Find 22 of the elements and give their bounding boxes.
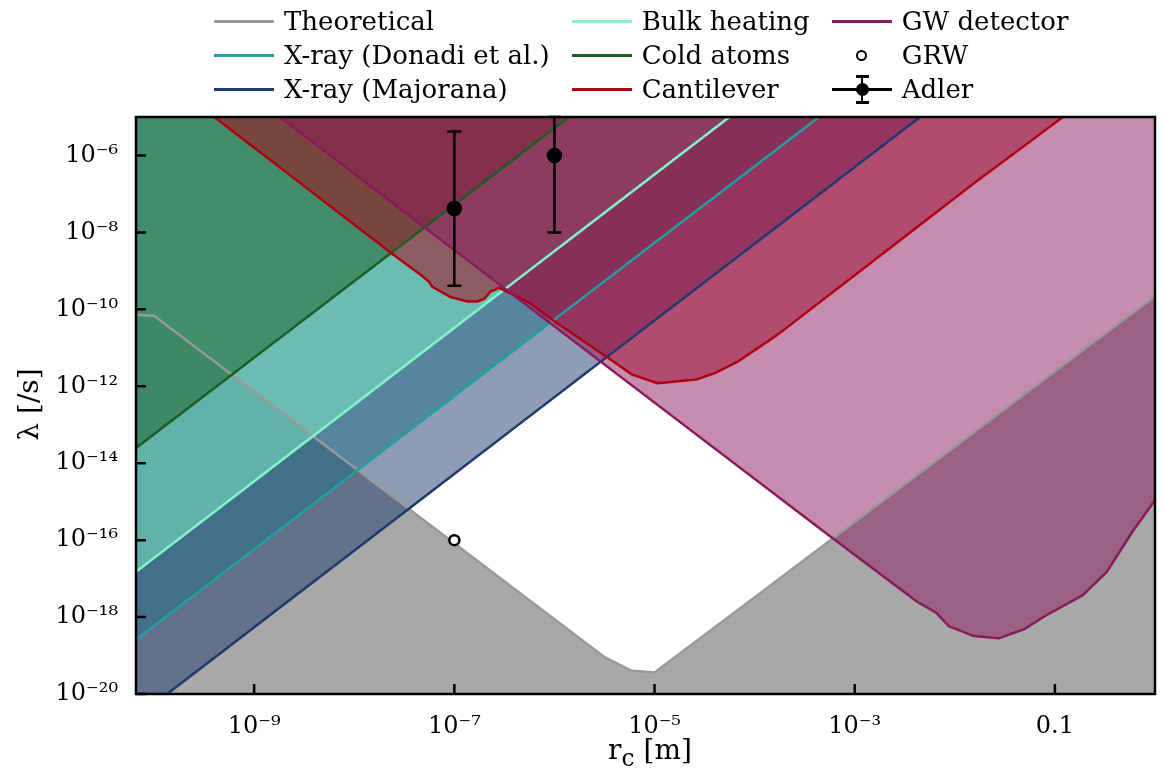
legend-label: Cantilever — [641, 74, 779, 104]
x-tick-label: 0.1 — [1035, 710, 1074, 739]
legend-label: GW detector — [901, 6, 1069, 36]
legend-label: Adler — [901, 74, 974, 104]
y-tick-label: 10⁻¹⁴ — [55, 447, 118, 476]
y-tick-label: 10⁻⁶ — [65, 139, 118, 168]
y-tick-label: 10⁻⁸ — [65, 216, 118, 245]
y-tick-label: 10⁻²⁰ — [55, 678, 118, 707]
legend-label: X-ray (Donadi et al.) — [284, 40, 550, 70]
x-tick-label: 10⁻⁷ — [427, 710, 481, 739]
legend-label: Cold atoms — [641, 40, 791, 70]
legend-label: Bulk heating — [641, 6, 810, 36]
y-axis-title: λ [/s] — [11, 367, 45, 443]
y-tick-label: 10⁻¹⁰ — [55, 293, 118, 322]
y-tick-label: 10⁻¹² — [55, 370, 118, 399]
legend-label: X-ray (Majorana) — [284, 74, 508, 104]
legend-label: GRW — [901, 40, 969, 70]
y-tick-label: 10⁻¹⁸ — [55, 601, 118, 630]
y-tick-label: 10⁻¹⁶ — [55, 524, 118, 553]
x-tick-label: 10⁻³ — [828, 710, 882, 739]
legend-label: Theoretical — [284, 6, 435, 36]
x-tick-label: 10⁻⁹ — [227, 710, 281, 739]
